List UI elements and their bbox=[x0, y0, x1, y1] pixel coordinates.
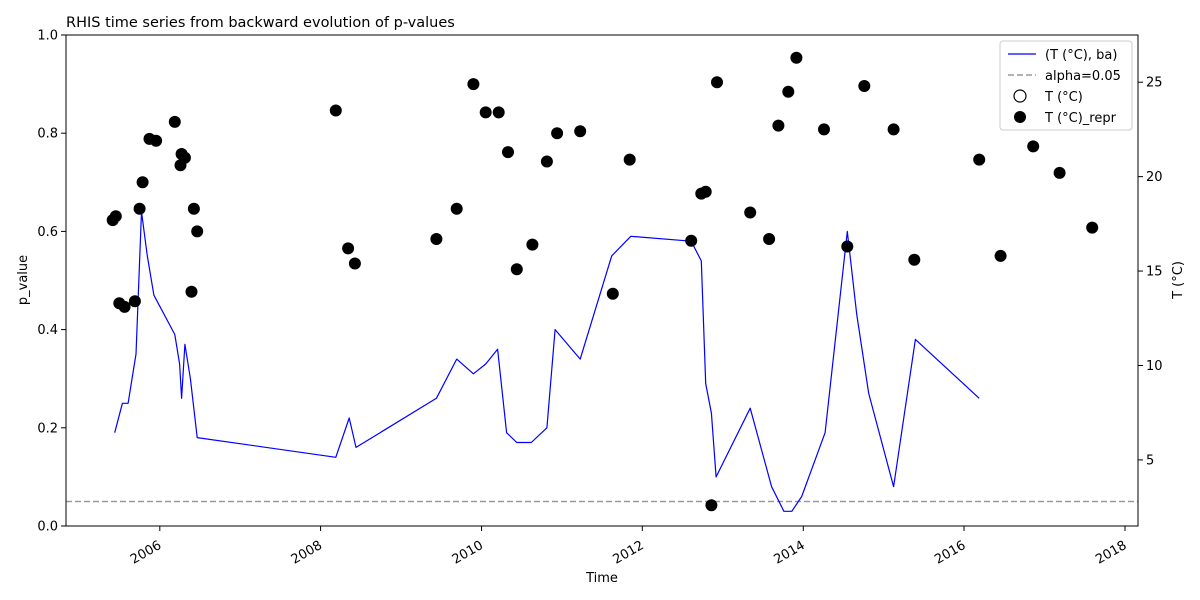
y2-axis-title: T (°C) bbox=[1171, 261, 1186, 300]
y2-tick-label: 10 bbox=[1146, 359, 1163, 374]
y-tick-label: 0.0 bbox=[37, 520, 58, 535]
temperature-point bbox=[510, 263, 523, 276]
temperature-point bbox=[908, 253, 921, 266]
temperature-point bbox=[348, 257, 361, 270]
temperature-point bbox=[973, 153, 986, 166]
temperature-point bbox=[763, 233, 776, 245]
legend-swatch-open-circle bbox=[1013, 89, 1027, 103]
legend-frame bbox=[999, 40, 1133, 131]
temperature-point bbox=[705, 499, 718, 512]
temperature-point bbox=[699, 185, 712, 198]
temperature-point bbox=[467, 78, 480, 91]
y-tick-label: 0.6 bbox=[37, 225, 58, 240]
temperature-point bbox=[1086, 221, 1099, 234]
temperature-point bbox=[187, 202, 200, 215]
temperature-point bbox=[118, 300, 131, 313]
y2-tick-label: 20 bbox=[1146, 170, 1163, 185]
y2-tick-label: 5 bbox=[1146, 453, 1154, 468]
temperature-point bbox=[711, 76, 723, 89]
temperature-point bbox=[790, 51, 803, 64]
x-tick-label: 2012 bbox=[611, 538, 647, 568]
temperature-point bbox=[136, 176, 149, 189]
x-tick-label: 2016 bbox=[932, 538, 968, 568]
temperature-point bbox=[133, 202, 146, 215]
y-tick-label: 1.0 bbox=[37, 29, 58, 44]
temperature-point bbox=[128, 295, 141, 308]
y-tick-label: 0.4 bbox=[37, 323, 58, 338]
x-axis-title: Time bbox=[585, 571, 618, 586]
temperature-point bbox=[1053, 166, 1066, 179]
y2-tick-label: 25 bbox=[1146, 76, 1163, 91]
y-axis-right: 5 10 15 20 25 bbox=[1138, 76, 1163, 468]
temperature-point bbox=[540, 155, 553, 168]
temperature-point bbox=[185, 285, 198, 298]
x-tick-label: 2014 bbox=[772, 538, 808, 568]
chart-title: RHIS time series from backward evolution… bbox=[66, 15, 455, 31]
axes-frame bbox=[65, 34, 1139, 527]
x-tick-label: 2010 bbox=[450, 538, 486, 568]
temperature-point bbox=[191, 225, 204, 238]
temperature-point bbox=[492, 106, 505, 119]
temperature-point bbox=[1027, 140, 1040, 153]
temperature-point bbox=[150, 134, 163, 147]
temperature-point bbox=[450, 202, 463, 215]
y-axis-title: p_value bbox=[16, 255, 31, 305]
temperature-point bbox=[430, 233, 443, 245]
temperature-point bbox=[858, 80, 871, 92]
temperature-point bbox=[574, 125, 587, 138]
x-tick-label: 2008 bbox=[289, 538, 325, 568]
temperature-point bbox=[685, 234, 698, 247]
x-tick-label: 2018 bbox=[1093, 538, 1129, 568]
temperature-point bbox=[744, 206, 757, 219]
temperature-point bbox=[178, 151, 191, 164]
temperature-point bbox=[994, 249, 1007, 262]
plot-area bbox=[66, 51, 1138, 512]
temperature-point bbox=[168, 115, 181, 128]
x-axis: 2006 2008 2010 2012 2014 2016 2018 bbox=[128, 526, 1129, 568]
temperature-point bbox=[606, 287, 619, 300]
temperature-point bbox=[772, 119, 785, 132]
legend-swatch-filled-circle bbox=[1014, 111, 1026, 123]
temperature-point bbox=[109, 210, 122, 223]
temperature-point bbox=[841, 240, 854, 253]
temperature-point bbox=[526, 238, 539, 251]
temperature-point bbox=[329, 104, 342, 117]
legend-label-open-circle: T (°C) bbox=[1044, 90, 1083, 105]
temperature-point bbox=[818, 123, 830, 136]
temperature-point bbox=[623, 153, 636, 166]
y-tick-label: 0.8 bbox=[37, 127, 58, 142]
y-tick-label: 0.2 bbox=[37, 421, 58, 436]
legend-label-filled-circle: T (°C)_repr bbox=[1044, 111, 1117, 126]
temperature-point bbox=[479, 106, 492, 119]
y-axis-left: 0.0 0.2 0.4 0.6 0.8 1.0 bbox=[37, 29, 66, 535]
legend: (T (°C), ba) alpha=0.05 T (°C) T (°C)_re… bbox=[999, 40, 1133, 131]
legend-label-line: (T (°C), ba) bbox=[1045, 48, 1117, 63]
temperature-point bbox=[342, 242, 355, 255]
temperature-point bbox=[887, 123, 900, 136]
p-value-line bbox=[114, 211, 980, 512]
legend-label-alpha: alpha=0.05 bbox=[1045, 69, 1121, 84]
temperature-point bbox=[782, 85, 795, 98]
x-tick-label: 2006 bbox=[128, 538, 164, 568]
temperature-point bbox=[502, 146, 514, 159]
y2-tick-label: 15 bbox=[1146, 265, 1163, 280]
temperature-point bbox=[551, 127, 564, 140]
